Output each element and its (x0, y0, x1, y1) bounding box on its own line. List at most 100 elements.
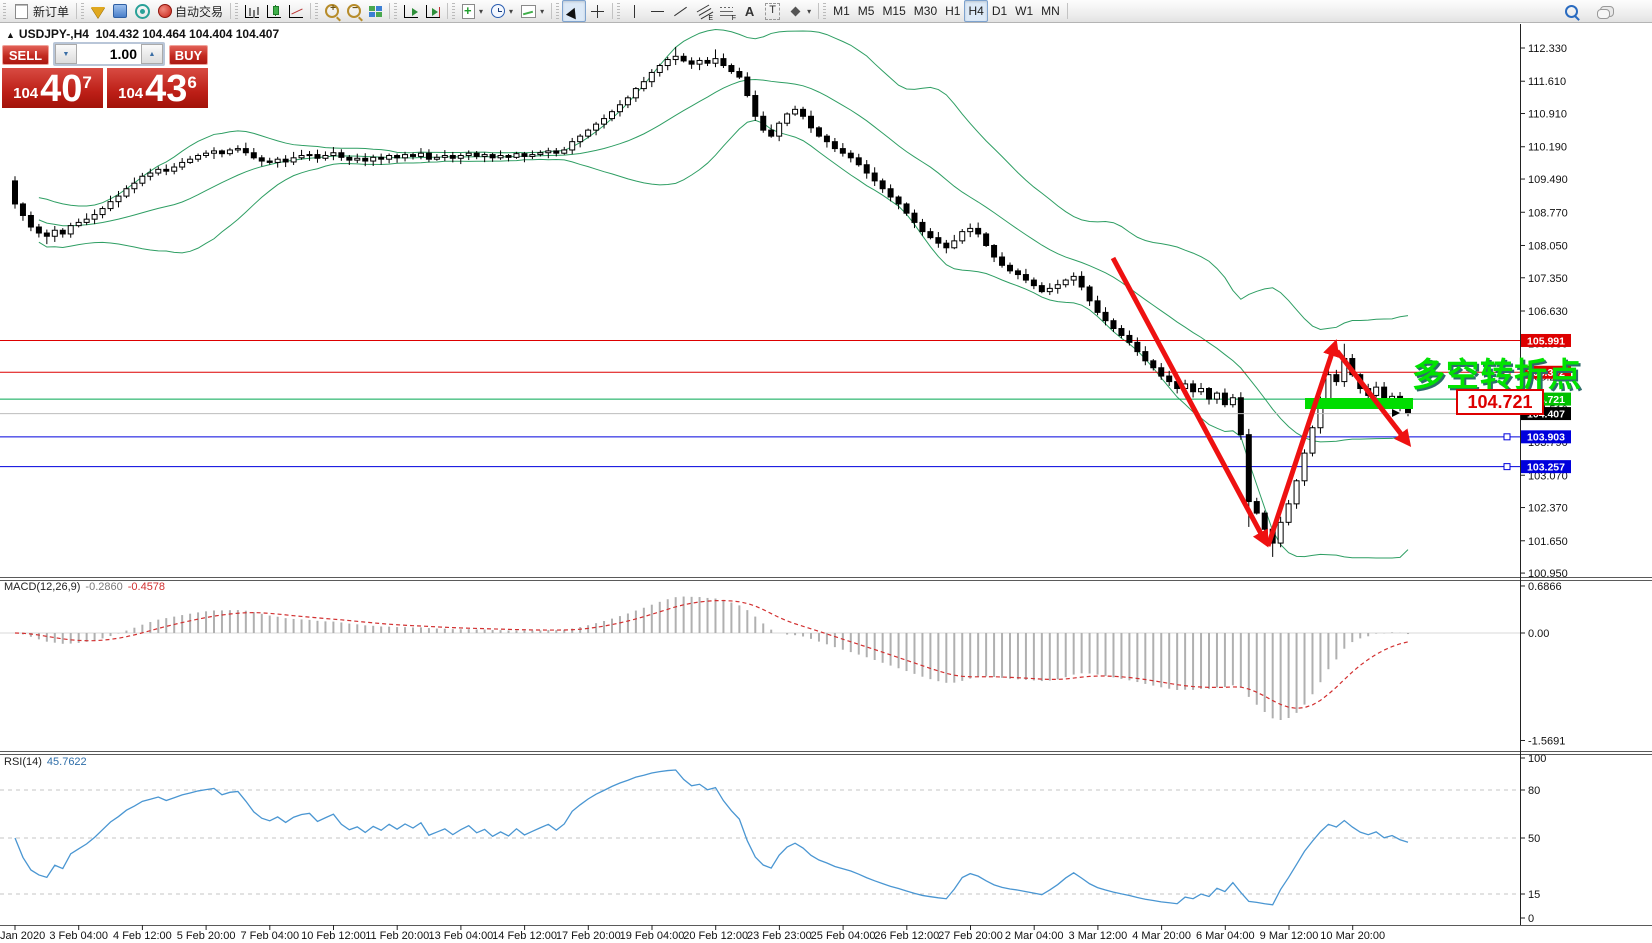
horizontal-line-button[interactable] (646, 0, 669, 22)
tf-w1-button[interactable]: W1 (1015, 4, 1034, 18)
macd-signal-line (14, 599, 1409, 709)
toolbar-separator (612, 3, 614, 19)
y-axis-label: 106.630 (1528, 306, 1568, 318)
auto-scroll-icon (404, 4, 419, 18)
candle (879, 180, 886, 190)
sell-price-button[interactable]: 104 40 7 (2, 68, 103, 108)
candle (991, 244, 998, 258)
tf-m15-button[interactable]: M15 (882, 4, 906, 18)
tf-d1-button[interactable]: D1 (991, 4, 1008, 18)
line-chart-button[interactable] (285, 0, 307, 22)
candle (107, 201, 114, 210)
macd-axis-label: 0.00 (1528, 628, 1549, 640)
candle (12, 180, 18, 205)
shapes-button[interactable]: ▾ (784, 0, 815, 22)
autotrading-button[interactable]: 自动交易 (154, 0, 227, 22)
y-axis-label: 108.770 (1528, 207, 1568, 219)
candle (1030, 279, 1037, 287)
rsi-axis-label: 0 (1528, 913, 1534, 925)
line-chart-icon (289, 4, 304, 18)
price-badge (1521, 365, 1571, 379)
chart-shift-icon (426, 4, 441, 18)
vertical-line-icon (627, 4, 642, 19)
x-axis-label: 23 Feb 23:00 (747, 930, 812, 942)
tf-m5-button[interactable]: M5 (857, 4, 875, 18)
volume-input[interactable] (77, 44, 141, 64)
x-axis-label: 11 Feb 20:00 (365, 930, 429, 942)
sell-button[interactable]: SELL (2, 45, 49, 65)
candle (529, 154, 536, 157)
templates-button[interactable]: ▾ (517, 0, 548, 22)
candle (314, 154, 321, 159)
crosshair-button[interactable] (586, 0, 609, 22)
buy-price-button[interactable]: 104 43 6 (107, 68, 208, 108)
symbol-triangle-icon: ▲ (6, 30, 15, 40)
tf-m30-button[interactable]: M30 (913, 4, 938, 18)
horizontal-line-icon (650, 4, 665, 19)
turning-point-annotation[interactable]: 多空转折点 (1412, 356, 1582, 393)
search-icon[interactable] (1561, 0, 1582, 22)
trend-arrow-1[interactable] (1110, 256, 1269, 548)
fibonacci-icon (719, 4, 736, 22)
auto-scroll-button[interactable] (400, 0, 422, 22)
tf-m1-button[interactable]: M1 (833, 4, 850, 18)
green-zone-annotation[interactable] (1305, 398, 1413, 409)
candle (226, 149, 233, 155)
chat-icon[interactable] (1596, 0, 1618, 22)
volume-decrease-button[interactable]: ▼ (55, 44, 77, 64)
cursor-button[interactable] (562, 0, 587, 22)
tile-windows-button[interactable] (365, 0, 386, 22)
trend-arrow-2[interactable] (1265, 339, 1340, 547)
vertical-line-button[interactable] (623, 0, 646, 22)
market-depth-icon[interactable] (109, 0, 131, 22)
channel-button[interactable] (692, 0, 715, 22)
zoom-in-button[interactable] (321, 0, 343, 22)
sell-price-point: 7 (82, 73, 92, 92)
y-axis-label: 108.050 (1528, 240, 1568, 252)
candle (115, 195, 122, 203)
toolbar-grip (394, 3, 398, 19)
candle-chart-button[interactable] (263, 0, 285, 22)
candle (505, 155, 512, 158)
funnel-icon[interactable] (87, 0, 109, 22)
price-badge (1521, 333, 1571, 347)
indicators-button[interactable]: ▾ (458, 0, 487, 22)
text-label-button[interactable]: T (761, 0, 784, 22)
signal-icon[interactable] (131, 0, 154, 22)
rsi-line (14, 769, 1409, 906)
bollinger-lower-band (38, 119, 1409, 559)
candle (1086, 286, 1093, 302)
candle (234, 148, 241, 151)
candle (959, 231, 966, 242)
periods-button[interactable]: ▾ (487, 0, 517, 22)
chart-shift-button[interactable] (422, 0, 444, 22)
line-handle[interactable] (1503, 368, 1511, 376)
toolbar-separator (310, 3, 312, 19)
price-label-annotation[interactable]: 104.721 (1456, 389, 1544, 415)
buy-button[interactable]: BUY (169, 45, 208, 65)
bar-chart-button[interactable] (241, 0, 263, 22)
volume-increase-button[interactable]: ▲ (141, 44, 163, 64)
candle (298, 155, 305, 159)
tf-mn-button[interactable]: MN (1041, 4, 1060, 18)
candle (744, 76, 751, 97)
x-axis-label: 20 Feb 12:00 (683, 930, 748, 942)
trend-arrow-3[interactable] (1335, 349, 1412, 448)
text-button[interactable]: A (738, 0, 761, 22)
candle (75, 221, 82, 227)
x-axis-label: 10 Mar 20:00 (1320, 930, 1385, 942)
line-handle[interactable] (1503, 463, 1511, 471)
new-order-button[interactable]: 新订单 (9, 0, 73, 22)
tf-h1-button[interactable]: H1 (945, 4, 961, 18)
candle (1054, 284, 1061, 289)
candle (712, 58, 719, 64)
candle (266, 160, 273, 163)
tf-h4-button[interactable]: H4 (964, 0, 988, 22)
line-handle[interactable] (1503, 433, 1511, 441)
fibonacci-button[interactable] (715, 0, 738, 22)
x-axis-label: 3 Feb 04:00 (49, 930, 108, 942)
zoom-out-button[interactable] (343, 0, 365, 22)
toolbar-separator (230, 3, 232, 19)
